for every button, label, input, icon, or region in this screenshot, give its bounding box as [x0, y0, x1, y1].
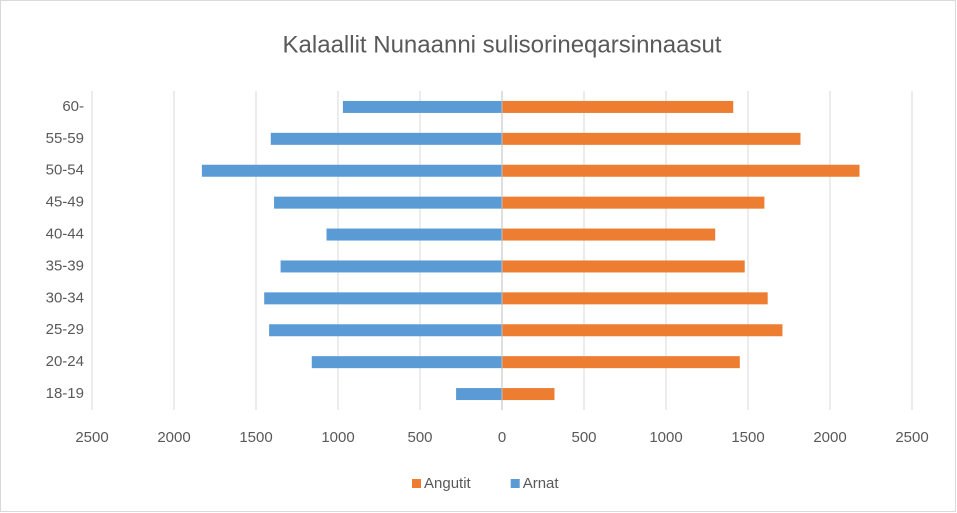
- x-tick-label: 500: [407, 429, 432, 446]
- bar: [311, 356, 502, 369]
- x-tick-label: 1000: [649, 429, 682, 446]
- bar: [326, 228, 502, 241]
- bar: [280, 260, 502, 273]
- bar: [201, 164, 502, 177]
- legend-label: Angutit: [424, 475, 472, 492]
- legend-swatch: [510, 479, 520, 488]
- bar: [502, 324, 783, 337]
- bar: [502, 100, 734, 113]
- bar: [502, 292, 768, 305]
- bar: [269, 324, 502, 337]
- y-tick-label: 25-29: [46, 321, 84, 338]
- x-tick-label: 2500: [75, 429, 108, 446]
- chart-title: Kalaallit Nunaanni sulisorineqarsinnaasu…: [283, 31, 722, 58]
- bar: [502, 356, 740, 369]
- bar: [502, 260, 745, 273]
- x-tick-label: 0: [498, 429, 506, 446]
- x-tick-label: 1500: [239, 429, 272, 446]
- bar: [342, 100, 502, 113]
- bar: [270, 132, 502, 145]
- bar: [264, 292, 502, 305]
- bar: [502, 132, 801, 145]
- y-tick-label: 20-24: [46, 353, 84, 370]
- x-tick-label: 2500: [895, 429, 928, 446]
- x-tick-label: 1500: [731, 429, 764, 446]
- y-tick-label: 45-49: [46, 194, 84, 211]
- bar: [274, 196, 502, 209]
- y-tick-label: 30-34: [46, 289, 84, 306]
- y-tick-label: 18-19: [46, 385, 84, 402]
- y-tick-label: 40-44: [46, 226, 84, 243]
- x-tick-label: 500: [571, 429, 596, 446]
- bar: [502, 196, 765, 209]
- y-tick-label: 35-39: [46, 257, 84, 274]
- x-tick-label: 1000: [321, 429, 354, 446]
- legend-swatch: [412, 479, 421, 488]
- bar: [502, 228, 716, 241]
- legend-label: Arnat: [523, 475, 560, 492]
- x-tick-label: 2000: [157, 429, 190, 446]
- y-tick-label: 60-: [62, 98, 84, 115]
- bar: [502, 388, 555, 401]
- y-tick-label: 55-59: [46, 130, 84, 147]
- bar: [502, 164, 860, 177]
- y-tick-label: 50-54: [46, 162, 84, 179]
- x-tick-label: 2000: [813, 429, 846, 446]
- bar: [456, 388, 502, 401]
